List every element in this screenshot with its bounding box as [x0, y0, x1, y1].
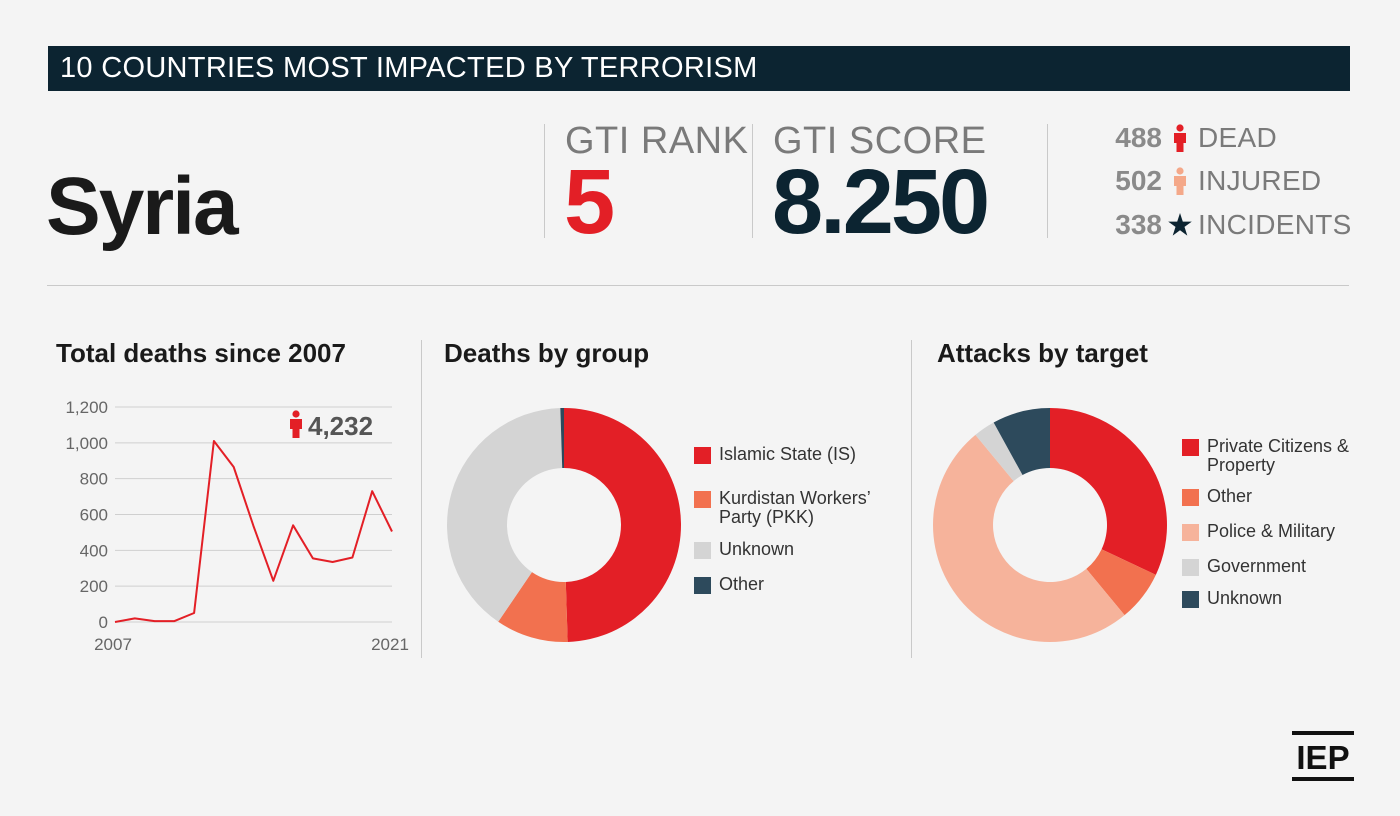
- legend-item: Unknown: [1182, 589, 1397, 608]
- legend-label: Unknown: [1207, 588, 1283, 608]
- y-tick-label: 0: [99, 613, 108, 632]
- donut-slice: [564, 408, 682, 642]
- divider: [544, 124, 545, 238]
- dead-count-row: 488 DEAD: [1100, 118, 1277, 158]
- donut-slice: [975, 422, 1023, 482]
- incidents-label: INCIDENTS: [1198, 209, 1352, 240]
- legend-item: Islamic State (IS): [694, 445, 909, 464]
- divider: [752, 124, 753, 238]
- legend-swatch: [694, 542, 711, 559]
- legend-item: Unknown: [694, 540, 909, 559]
- legend-label: Unknown: [719, 539, 795, 559]
- iep-logo: IEP: [1292, 731, 1354, 781]
- donut-groups-title: Deaths by group: [444, 338, 650, 368]
- y-tick-label: 400: [80, 541, 108, 560]
- series-line: [114, 440, 393, 623]
- banner-title: 10 COUNTRIES MOST IMPACTED BY TERRORISM: [48, 46, 1350, 91]
- gti-score-label: GTI SCORE: [773, 120, 987, 162]
- legend-swatch: [694, 577, 711, 594]
- legend-item: Private Citizens & Property: [1182, 437, 1397, 475]
- legend-item: Other: [1182, 487, 1397, 506]
- person-icon: [290, 410, 302, 438]
- line-chart: 0 200 400 600 800 1,000 1,200 2007 2021 4,232: [65, 398, 409, 654]
- legend-label: Government: [1207, 556, 1307, 576]
- legend-label: Private Citizens & Property: [1207, 436, 1350, 475]
- country-name: Syria: [46, 161, 239, 252]
- legend-swatch: [694, 491, 711, 508]
- legend-swatch: [1182, 489, 1199, 506]
- divider: [911, 340, 912, 658]
- donut-slice: [498, 572, 568, 642]
- legend-item: Other: [694, 575, 909, 594]
- donut-targets-title: Attacks by target: [937, 338, 1148, 368]
- donut-slice: [1086, 549, 1156, 616]
- divider: [1047, 124, 1048, 238]
- legend-item: Kurdistan Workers’ Party (PKK): [694, 489, 909, 527]
- total-deaths-value: 4,232: [308, 411, 373, 441]
- divider: [421, 340, 422, 658]
- donut-chart-targets: [933, 408, 1167, 642]
- legend-item: Police & Military: [1182, 522, 1397, 541]
- legend-label: Kurdistan Workers’ Party (PKK): [719, 488, 871, 527]
- donut-slice: [1050, 408, 1167, 575]
- dead-label: DEAD: [1198, 122, 1277, 153]
- section-divider: [47, 285, 1349, 286]
- donut-slice: [447, 408, 563, 622]
- line-chart-title: Total deaths since 2007: [56, 338, 346, 368]
- donut-slice: [993, 408, 1050, 476]
- incidents-count-row: 338 INCIDENTS: [1100, 205, 1352, 245]
- legend-label: Other: [1207, 486, 1253, 506]
- y-tick-label: 1,000: [65, 434, 108, 453]
- legend-swatch: [1182, 524, 1199, 541]
- gti-score-value: 8.250: [772, 151, 990, 253]
- legend-label: Islamic State (IS): [719, 444, 857, 464]
- incidents-count: 338: [1115, 209, 1162, 240]
- legend-swatch: [1182, 591, 1199, 608]
- legend-swatch: [694, 447, 711, 464]
- x-tick-label: 2007: [94, 635, 132, 654]
- person-icon: [1162, 165, 1198, 197]
- star-icon: [1162, 209, 1198, 241]
- y-tick-label: 800: [80, 470, 108, 489]
- injured-label: INJURED: [1198, 165, 1322, 196]
- x-tick-label: 2021: [371, 635, 409, 654]
- legend-item: Government: [1182, 557, 1397, 576]
- donut-slice: [933, 434, 1125, 642]
- legend-swatch: [1182, 559, 1199, 576]
- person-icon: [1162, 122, 1198, 154]
- dead-count: 488: [1115, 122, 1162, 153]
- y-tick-label: 1,200: [65, 398, 108, 417]
- gti-rank-value: 5: [564, 151, 615, 253]
- donut-slice: [560, 408, 564, 469]
- iep-logo-text: IEP: [1296, 739, 1349, 776]
- gti-rank-label: GTI RANK: [565, 120, 749, 162]
- y-tick-label: 600: [80, 506, 108, 525]
- injured-count-row: 502 INJURED: [1100, 161, 1321, 201]
- legend-label: Police & Military: [1207, 521, 1336, 541]
- donut-chart-groups: [447, 408, 682, 642]
- y-tick-label: 200: [80, 577, 108, 596]
- injured-count: 502: [1115, 165, 1162, 196]
- legend-label: Other: [719, 574, 765, 594]
- legend-swatch: [1182, 439, 1199, 456]
